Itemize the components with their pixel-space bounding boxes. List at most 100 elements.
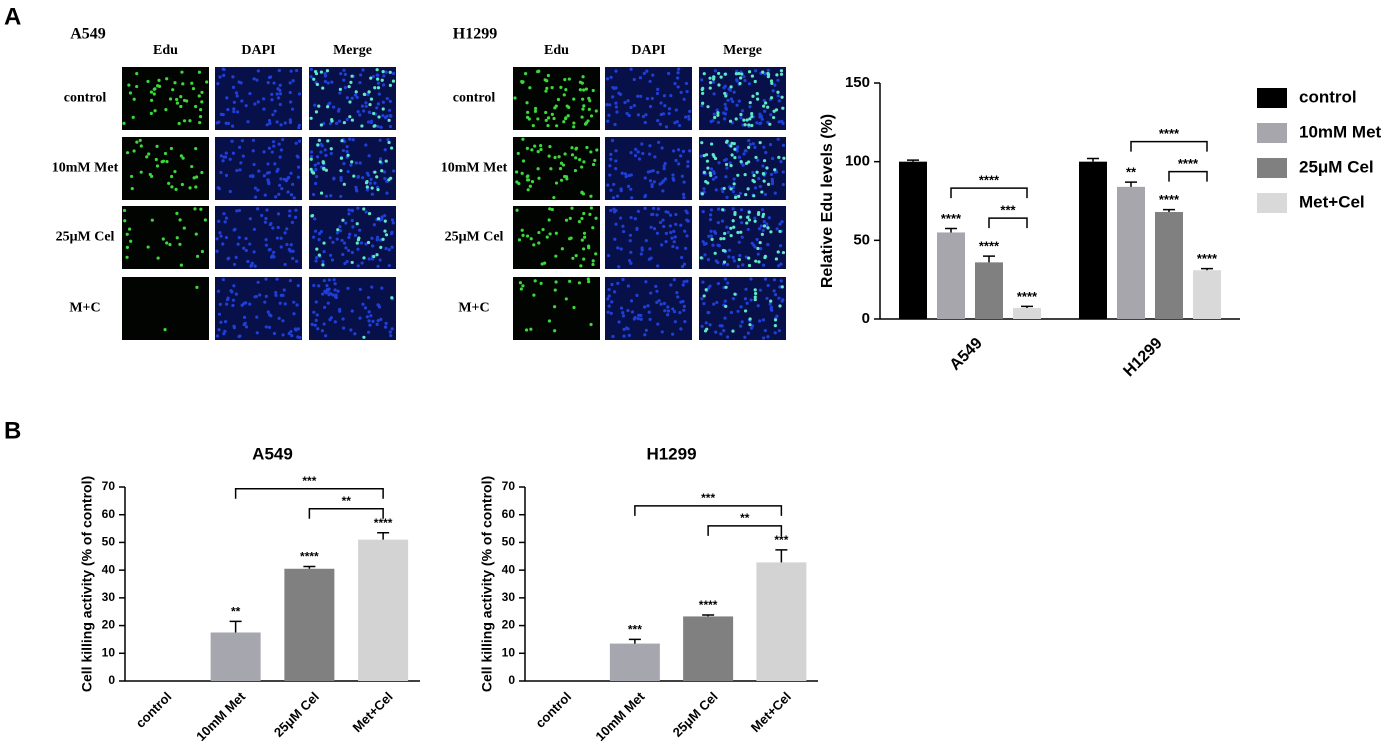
nucleus [701, 240, 705, 244]
edu-cell [521, 233, 525, 237]
nucleus [614, 159, 618, 163]
edu-cell [342, 120, 346, 125]
nucleus [332, 278, 336, 282]
nucleus [309, 75, 313, 79]
edu-cell [520, 80, 524, 84]
edu-cell [761, 70, 765, 74]
nucleus [258, 293, 262, 297]
nucleus [297, 165, 301, 169]
nucleus [650, 96, 654, 101]
nucleus [678, 311, 682, 315]
y-tick-label: 20 [502, 618, 516, 632]
nucleus [726, 230, 730, 235]
nucleus [217, 328, 221, 332]
nucleus [367, 310, 371, 314]
nucleus [628, 233, 633, 237]
nucleus [234, 255, 238, 259]
edu-cell [729, 226, 733, 230]
legend-label: 10mM Met [1299, 122, 1382, 141]
nucleus [619, 216, 623, 220]
nucleus [700, 104, 704, 108]
nucleus [232, 262, 237, 267]
edu-cell [200, 170, 204, 175]
edu-cell [316, 143, 320, 147]
nucleus [781, 143, 786, 147]
nucleus [339, 178, 343, 182]
nucleus [277, 142, 281, 146]
nucleus [673, 320, 677, 324]
nucleus [685, 234, 689, 238]
bar [284, 568, 335, 681]
nucleus [709, 167, 714, 171]
edu-cell [537, 176, 541, 180]
nucleus [364, 143, 368, 147]
nucleus [239, 81, 243, 85]
nucleus [728, 161, 732, 165]
nucleus [766, 242, 770, 247]
edu-cell [163, 327, 167, 332]
nucleus [376, 73, 380, 77]
edu-cell [150, 174, 154, 179]
edu-cell [585, 145, 589, 150]
nucleus [323, 74, 328, 78]
nucleus [356, 174, 361, 179]
edu-cell [733, 210, 737, 215]
nucleus [630, 310, 635, 314]
nucleus [679, 90, 683, 94]
nucleus [760, 208, 765, 212]
nucleus [340, 238, 344, 243]
nucleus [744, 287, 748, 291]
nucleus [715, 108, 719, 112]
nucleus [743, 149, 747, 153]
y-tick-label: 50 [502, 535, 516, 549]
nucleus [727, 255, 731, 259]
row-label: M+C [69, 301, 100, 316]
nucleus [268, 222, 272, 227]
error-bar [907, 159, 919, 162]
nucleus [778, 244, 783, 248]
edu-cell [179, 154, 183, 158]
significance-label: **** [1017, 289, 1038, 304]
nucleus [655, 91, 660, 96]
nucleus [264, 294, 268, 298]
edu-cell [582, 88, 586, 92]
nucleus [231, 303, 235, 308]
edu-cell [205, 80, 209, 84]
nucleus [289, 69, 293, 73]
nucleus [337, 119, 342, 123]
nucleus [676, 85, 680, 89]
nucleus [606, 253, 611, 258]
edu-cell [568, 216, 572, 220]
nucleus [222, 332, 226, 336]
nucleus [290, 220, 295, 225]
edu-cell [733, 292, 737, 296]
edu-cell [350, 74, 354, 78]
edu-cell [547, 154, 551, 158]
edu-cell [362, 92, 366, 96]
edu-cell [367, 211, 372, 216]
edu-cell [582, 211, 586, 216]
nucleus [289, 193, 294, 197]
nucleus [278, 88, 282, 92]
nucleus [681, 192, 686, 196]
y-tick-label: 10 [102, 645, 116, 659]
y-tick-label: 150 [845, 74, 870, 91]
nucleus [335, 231, 340, 235]
edu-cell [553, 305, 557, 309]
nucleus [753, 216, 757, 220]
nucleus [265, 123, 269, 127]
nucleus [322, 249, 326, 254]
nucleus [279, 123, 283, 127]
edu-cell [778, 304, 782, 308]
edu-cell [702, 72, 706, 76]
edu-cell [556, 97, 561, 102]
edu-cell [706, 181, 710, 185]
nucleus [329, 194, 333, 198]
nucleus [737, 240, 741, 244]
edu-cell [356, 238, 361, 242]
nucleus [725, 195, 729, 199]
edu-cell [733, 147, 737, 151]
nucleus [720, 219, 725, 223]
nucleus [353, 332, 357, 336]
nucleus [712, 92, 716, 96]
